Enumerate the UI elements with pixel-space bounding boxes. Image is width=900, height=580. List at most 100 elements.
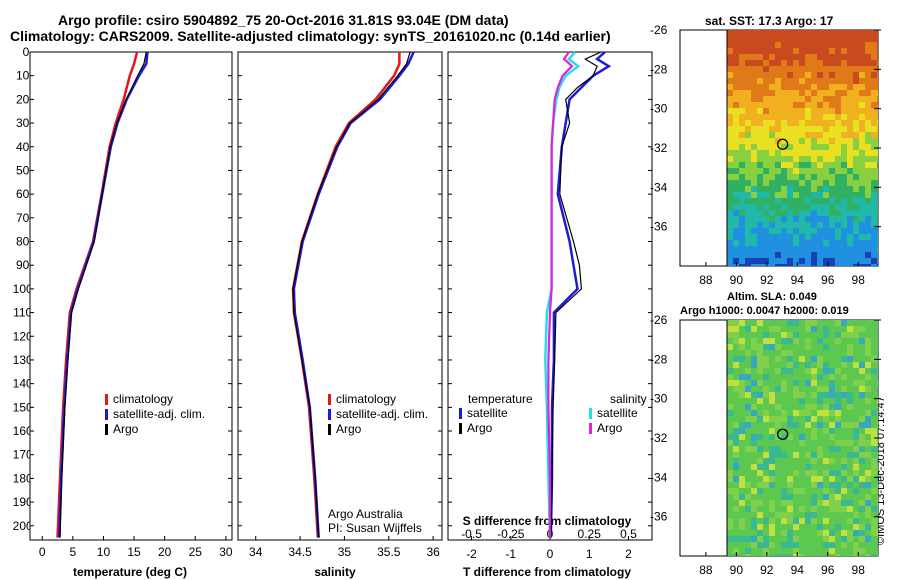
diff-xtick-label: -2 xyxy=(466,547,477,561)
sla-map-cell xyxy=(787,368,793,374)
sla-map-cell xyxy=(817,410,823,416)
sla-map-cell xyxy=(775,512,781,518)
sla-map-cell xyxy=(739,440,745,446)
sla-map-cell xyxy=(811,494,817,500)
sla-map-cell xyxy=(727,500,733,506)
sst-map-cell xyxy=(847,126,853,132)
sst-map-cell xyxy=(811,120,817,126)
sla-map-cell xyxy=(787,452,793,458)
sla-map-cell xyxy=(793,530,799,536)
diff-stick-label: 0.5 xyxy=(620,527,637,541)
sla-map-cell xyxy=(817,470,823,476)
sst-map-cell xyxy=(763,66,769,72)
sst-map-cell xyxy=(739,54,745,60)
sla-map-cell xyxy=(829,440,835,446)
sst-map-cell xyxy=(865,150,871,156)
sst-map-cell xyxy=(727,228,733,234)
sst-map-cell xyxy=(733,66,739,72)
sla-map-cell xyxy=(769,320,775,326)
sla-map-cell xyxy=(805,530,811,536)
sla-map-cell xyxy=(757,422,763,428)
sla-map-cell xyxy=(757,524,763,530)
sst-map-cell xyxy=(877,198,878,204)
sla-map-cell xyxy=(757,386,763,392)
sst-map-cell xyxy=(853,72,859,78)
sla-map-cell xyxy=(847,380,853,386)
sst-map-cell xyxy=(817,114,823,120)
sla-map-cell xyxy=(745,434,751,440)
sla-map-cell xyxy=(817,488,823,494)
sla-map-cell xyxy=(787,416,793,422)
sst-map-cell xyxy=(763,156,769,162)
sla-map-cell xyxy=(727,548,733,554)
sla-map-cell xyxy=(841,362,847,368)
sla-map-cell xyxy=(769,386,775,392)
sla-map-cell xyxy=(799,362,805,368)
sst-map-cell xyxy=(847,54,853,60)
sst-map-cell xyxy=(805,120,811,126)
sla-map-cell xyxy=(763,446,769,452)
sst-map-cell xyxy=(859,60,865,66)
sla-map-cell xyxy=(781,440,787,446)
sla-map-cell xyxy=(787,476,793,482)
sla-map-cell xyxy=(745,458,751,464)
sla-map-cell xyxy=(781,524,787,530)
sla-map-cell xyxy=(751,320,757,326)
sst-map-cell xyxy=(757,186,763,192)
sst-map-cell xyxy=(865,84,871,90)
sla-map-cell xyxy=(751,530,757,536)
sla-map-cell xyxy=(793,554,799,556)
sla-map-cell xyxy=(841,452,847,458)
sla-map-cell xyxy=(829,434,835,440)
sla-map-cell xyxy=(823,470,829,476)
sla-map-cell xyxy=(787,404,793,410)
sla-map-cell xyxy=(853,482,859,488)
sla-map-cell xyxy=(733,506,739,512)
sst-map-cell xyxy=(775,162,781,168)
sla-map-cell xyxy=(745,542,751,548)
sst-map-cell xyxy=(853,54,859,60)
sla-map-cell xyxy=(859,506,865,512)
sla-map-cell xyxy=(865,320,871,326)
sla-map-cell xyxy=(841,410,847,416)
sst-map-cell xyxy=(739,102,745,108)
sst-map-cell xyxy=(853,192,859,198)
sst-map-cell xyxy=(775,66,781,72)
sla-map-cell xyxy=(835,482,841,488)
sla-map-cell xyxy=(733,446,739,452)
sst-map-cell xyxy=(757,150,763,156)
sla-map-cell xyxy=(859,542,865,548)
sst-map-cell xyxy=(757,216,763,222)
sla-map-cell xyxy=(811,392,817,398)
sst-map-cell xyxy=(823,78,829,84)
sla-map-cell xyxy=(829,416,835,422)
sla-map-cell xyxy=(859,452,865,458)
sst-map-cell xyxy=(769,234,775,240)
sst-map-cell xyxy=(739,162,745,168)
sla-map-cell xyxy=(859,548,865,554)
sla-map-cell xyxy=(835,332,841,338)
sla-map-cell xyxy=(841,398,847,404)
sla-map-cell xyxy=(829,446,835,452)
sla-map-cell xyxy=(751,506,757,512)
sla-map-cell xyxy=(841,440,847,446)
sla-map-cell xyxy=(817,554,823,556)
sla-map-cell xyxy=(805,518,811,524)
sla-map-cell xyxy=(781,482,787,488)
sst-map-cell xyxy=(763,114,769,120)
sst-map-cell xyxy=(769,228,775,234)
sst-map-cell xyxy=(757,78,763,84)
sla-map-cell xyxy=(847,338,853,344)
sla-map-cell xyxy=(781,386,787,392)
sst-map-cell xyxy=(805,222,811,228)
sla-map-cell xyxy=(763,434,769,440)
sla-map-cell xyxy=(847,332,853,338)
sla-map-cell xyxy=(775,338,781,344)
sla-map-cell xyxy=(817,404,823,410)
sst-map-cell xyxy=(739,30,745,36)
sst-map-cell xyxy=(733,174,739,180)
sst-map-cell xyxy=(733,204,739,210)
sst-map-cell xyxy=(859,222,865,228)
sst-map-cell xyxy=(763,126,769,132)
